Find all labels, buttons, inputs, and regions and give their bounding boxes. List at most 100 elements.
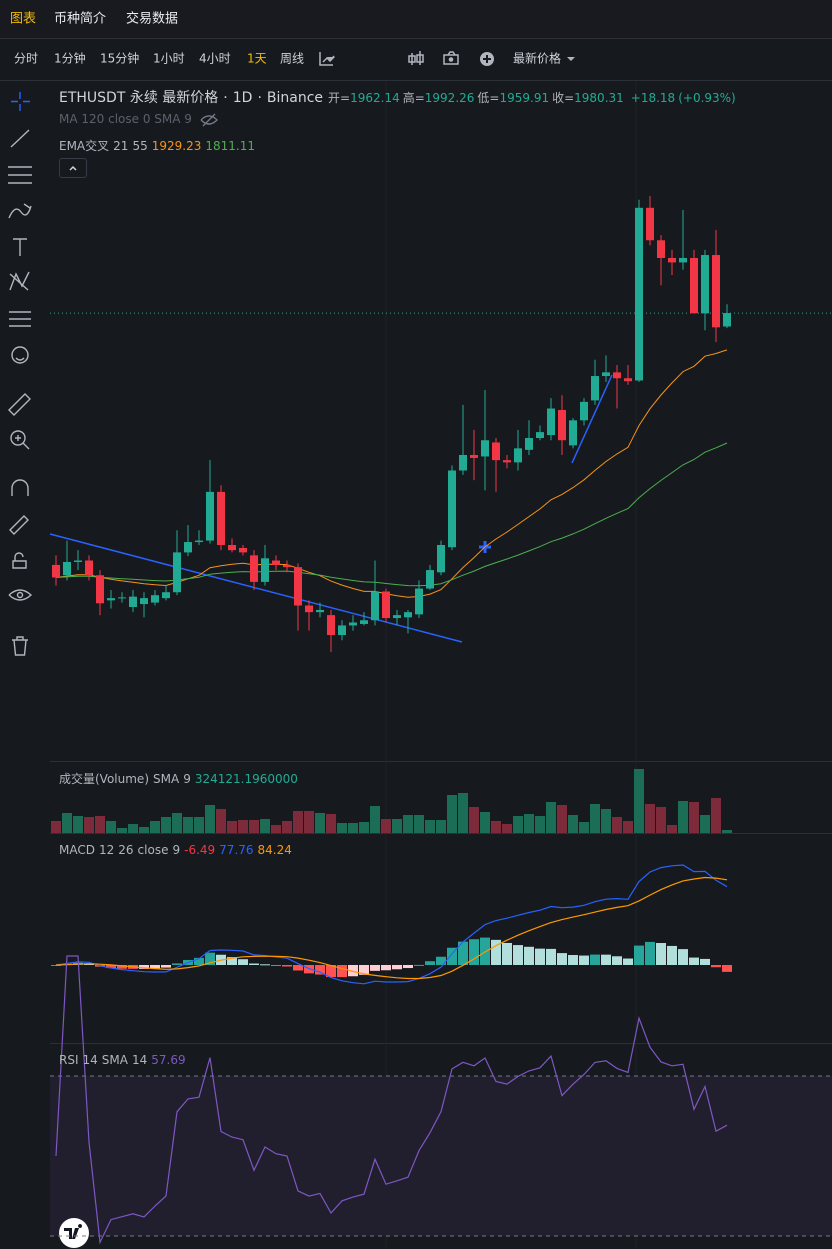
symbol[interactable]: ETHUSDT 永续 最新价格 (59, 90, 219, 106)
candle-body (140, 598, 148, 605)
trendline-tool[interactable] (10, 129, 30, 148)
candle-body (118, 597, 126, 599)
volume-bar (161, 817, 171, 833)
candle-body (360, 620, 368, 624)
macd-histogram (711, 965, 721, 968)
rsi-line (55, 955, 728, 1245)
emoji-tool[interactable] (11, 346, 29, 364)
volume-bar (128, 824, 138, 833)
interval[interactable]: 15分钟 (100, 51, 139, 66)
macd-histogram (678, 949, 688, 965)
lock-tool[interactable] (12, 552, 27, 569)
macd-histogram (590, 954, 600, 965)
text-tool[interactable] (13, 238, 27, 256)
ema-period: 55 (132, 139, 148, 153)
volume-bar (337, 823, 347, 833)
ohlc-label: 收= (552, 91, 575, 105)
candle-body (184, 542, 192, 553)
collapse-button[interactable] (59, 158, 87, 178)
ma-indicator[interactable]: MA 120 close 0 SMA 9 (59, 112, 192, 126)
volume-bar (480, 812, 490, 833)
candle-body (63, 561, 71, 576)
macd-histogram (645, 941, 655, 965)
volume-bar (645, 804, 655, 833)
candle-body (723, 313, 731, 327)
candle-body (613, 372, 621, 379)
ema-label[interactable]: EMA交叉 (59, 139, 110, 153)
candle-body (547, 408, 555, 436)
candle-body (602, 372, 610, 377)
tab[interactable]: 币种简介 (54, 11, 106, 27)
interval[interactable]: 1分钟 (54, 51, 86, 66)
dropdown-arrow[interactable] (567, 57, 575, 61)
macd-histogram (667, 945, 677, 965)
ohlc-label: 低= (477, 91, 500, 105)
macd-histogram (326, 965, 336, 978)
pattern-tool[interactable] (9, 271, 30, 291)
volume-bar (205, 805, 215, 833)
volume-bar (502, 824, 512, 833)
fib-tool[interactable] (8, 166, 32, 184)
ema-legend: EMA交叉 21 55 1929.23 1811.11 (59, 137, 259, 154)
delete-tool[interactable] (12, 636, 28, 656)
candle-body (305, 605, 313, 613)
candle-body (228, 545, 236, 551)
macd-histogram (480, 937, 490, 965)
separator: · (257, 90, 262, 106)
volume-label[interactable]: 成交量(Volume) (59, 772, 149, 786)
ema-value: 1811.11 (205, 139, 255, 153)
tab[interactable]: 图表 (10, 12, 36, 27)
top-bar (0, 0, 832, 38)
projection-tool[interactable] (9, 311, 31, 327)
macd-label[interactable]: MACD (59, 843, 95, 857)
visibility-tool[interactable] (8, 589, 33, 601)
volume-bar (84, 817, 94, 833)
macd-histogram (117, 965, 127, 969)
interval[interactable]: 周线 (280, 52, 304, 66)
macd-histogram (546, 948, 556, 965)
candle-style-icon[interactable] (408, 51, 424, 65)
rsi-label[interactable]: RSI (59, 1053, 79, 1067)
volume-bar (678, 801, 688, 833)
candle-body (679, 257, 687, 263)
candle-body (624, 378, 632, 382)
crosshair-tool[interactable] (11, 92, 30, 111)
candle-body (580, 401, 588, 421)
tab[interactable]: 交易数据 (126, 11, 178, 27)
drawn-trendline[interactable] (49, 533, 463, 643)
hidden-icon[interactable] (200, 113, 218, 127)
macd-histogram (447, 947, 457, 965)
lock-draw-tool[interactable] (9, 515, 29, 535)
ohlc-value: 1959.91 (499, 91, 550, 105)
ruler-tool[interactable] (8, 393, 31, 416)
dropdown-arrow[interactable] (327, 57, 335, 61)
candle-body (338, 625, 346, 636)
volume-bar (469, 807, 479, 833)
brush-tool[interactable] (8, 203, 32, 219)
price-type[interactable]: 最新价格 (513, 51, 561, 66)
volume-bar (216, 809, 226, 833)
candle-body (437, 545, 445, 573)
macd-histogram (469, 939, 479, 965)
camera-icon[interactable] (443, 51, 459, 65)
volume-bar (282, 821, 292, 833)
volume-bar (612, 817, 622, 833)
candle-body (85, 560, 93, 576)
interval[interactable]: 分时 (14, 52, 38, 66)
macd-histogram (238, 959, 248, 965)
macd-histogram (612, 956, 622, 965)
macd-histogram (623, 958, 633, 965)
interval[interactable]: 1小时 (153, 52, 185, 66)
drawn-trendline[interactable] (571, 374, 613, 464)
interval[interactable]: 1天 (247, 52, 267, 66)
candle-body (107, 598, 115, 601)
volume-bar (359, 822, 369, 833)
interval[interactable]: 4小时 (199, 52, 231, 66)
macd-histogram (271, 965, 281, 966)
volume-bar (172, 813, 182, 833)
zoom-tool[interactable] (10, 430, 26, 446)
volume-bar (513, 816, 523, 833)
macd-histogram (172, 963, 182, 965)
magnet-tool[interactable] (11, 479, 29, 496)
